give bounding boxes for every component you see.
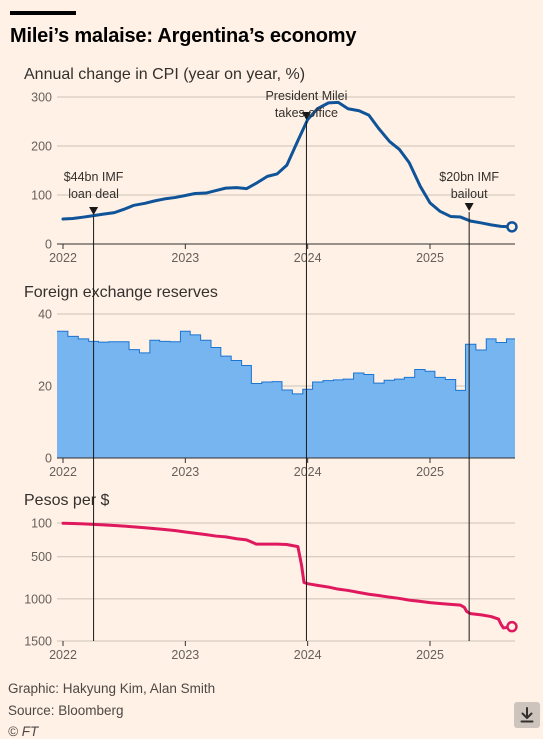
event-label: loan deal	[68, 187, 119, 201]
event-marker	[89, 207, 99, 215]
panel-title-cpi: Annual change in CPI (year on year, %)	[24, 66, 305, 83]
event-label: $20bn IMF	[439, 170, 499, 184]
y-tick-pesos: 500	[31, 550, 52, 564]
x-tick-reserves: 2024	[294, 465, 322, 479]
y-tick-cpi: 300	[31, 91, 52, 105]
reserves-area	[57, 331, 515, 458]
y-tick-reserves: 20	[38, 380, 52, 394]
y-tick-cpi: 200	[31, 140, 52, 154]
cpi-line	[61, 100, 514, 229]
y-tick-reserves: 40	[38, 308, 52, 322]
x-tick-cpi: 2025	[416, 251, 444, 265]
pesos-end-marker	[506, 620, 518, 633]
pesos-line	[61, 521, 514, 630]
chart-figure: Annual change in CPI (year on year, %) 0 1…	[24, 66, 518, 662]
panel-title-reserves: Foreign exchange reserves	[24, 284, 218, 301]
y-tick-pesos: 100	[31, 517, 52, 531]
reserves-line	[57, 330, 515, 395]
x-tick-reserves: 2025	[416, 465, 444, 479]
x-tick-pesos: 2022	[49, 648, 77, 662]
x-tick-pesos: 2024	[294, 648, 322, 662]
x-tick-cpi: 2024	[294, 251, 322, 265]
event-marker	[301, 112, 311, 120]
download-icon	[520, 707, 534, 723]
panel-title-pesos: Pesos per $	[24, 492, 109, 509]
ft-top-bar	[10, 11, 76, 15]
x-tick-reserves: 2023	[171, 465, 199, 479]
y-tick-pesos: 1000	[24, 592, 52, 606]
x-tick-pesos: 2023	[171, 648, 199, 662]
event-label: bailout	[451, 187, 488, 201]
x-tick-cpi: 2022	[49, 251, 77, 265]
cpi-end-marker	[506, 221, 518, 233]
event-label: President Milei	[265, 89, 347, 103]
y-tick-cpi: 0	[45, 238, 52, 252]
event-marker	[464, 203, 474, 211]
credit-source: Source: Bloomberg	[8, 703, 124, 718]
x-tick-cpi: 2023	[171, 251, 199, 265]
y-tick-reserves: 0	[45, 452, 52, 466]
x-tick-pesos: 2025	[416, 648, 444, 662]
event-label: $44bn IMF	[64, 170, 124, 184]
credit-graphic: Graphic: Hakyung Kim, Alan Smith	[8, 681, 216, 696]
x-tick-reserves: 2022	[49, 465, 77, 479]
page-title: Milei’s malaise: Argentina’s economy	[10, 25, 357, 47]
credit-copyright: © FT	[8, 724, 39, 739]
y-tick-pesos: 1500	[24, 635, 52, 649]
y-tick-cpi: 100	[31, 189, 52, 203]
download-button[interactable]	[514, 702, 540, 728]
event-label: takes office	[275, 106, 338, 120]
